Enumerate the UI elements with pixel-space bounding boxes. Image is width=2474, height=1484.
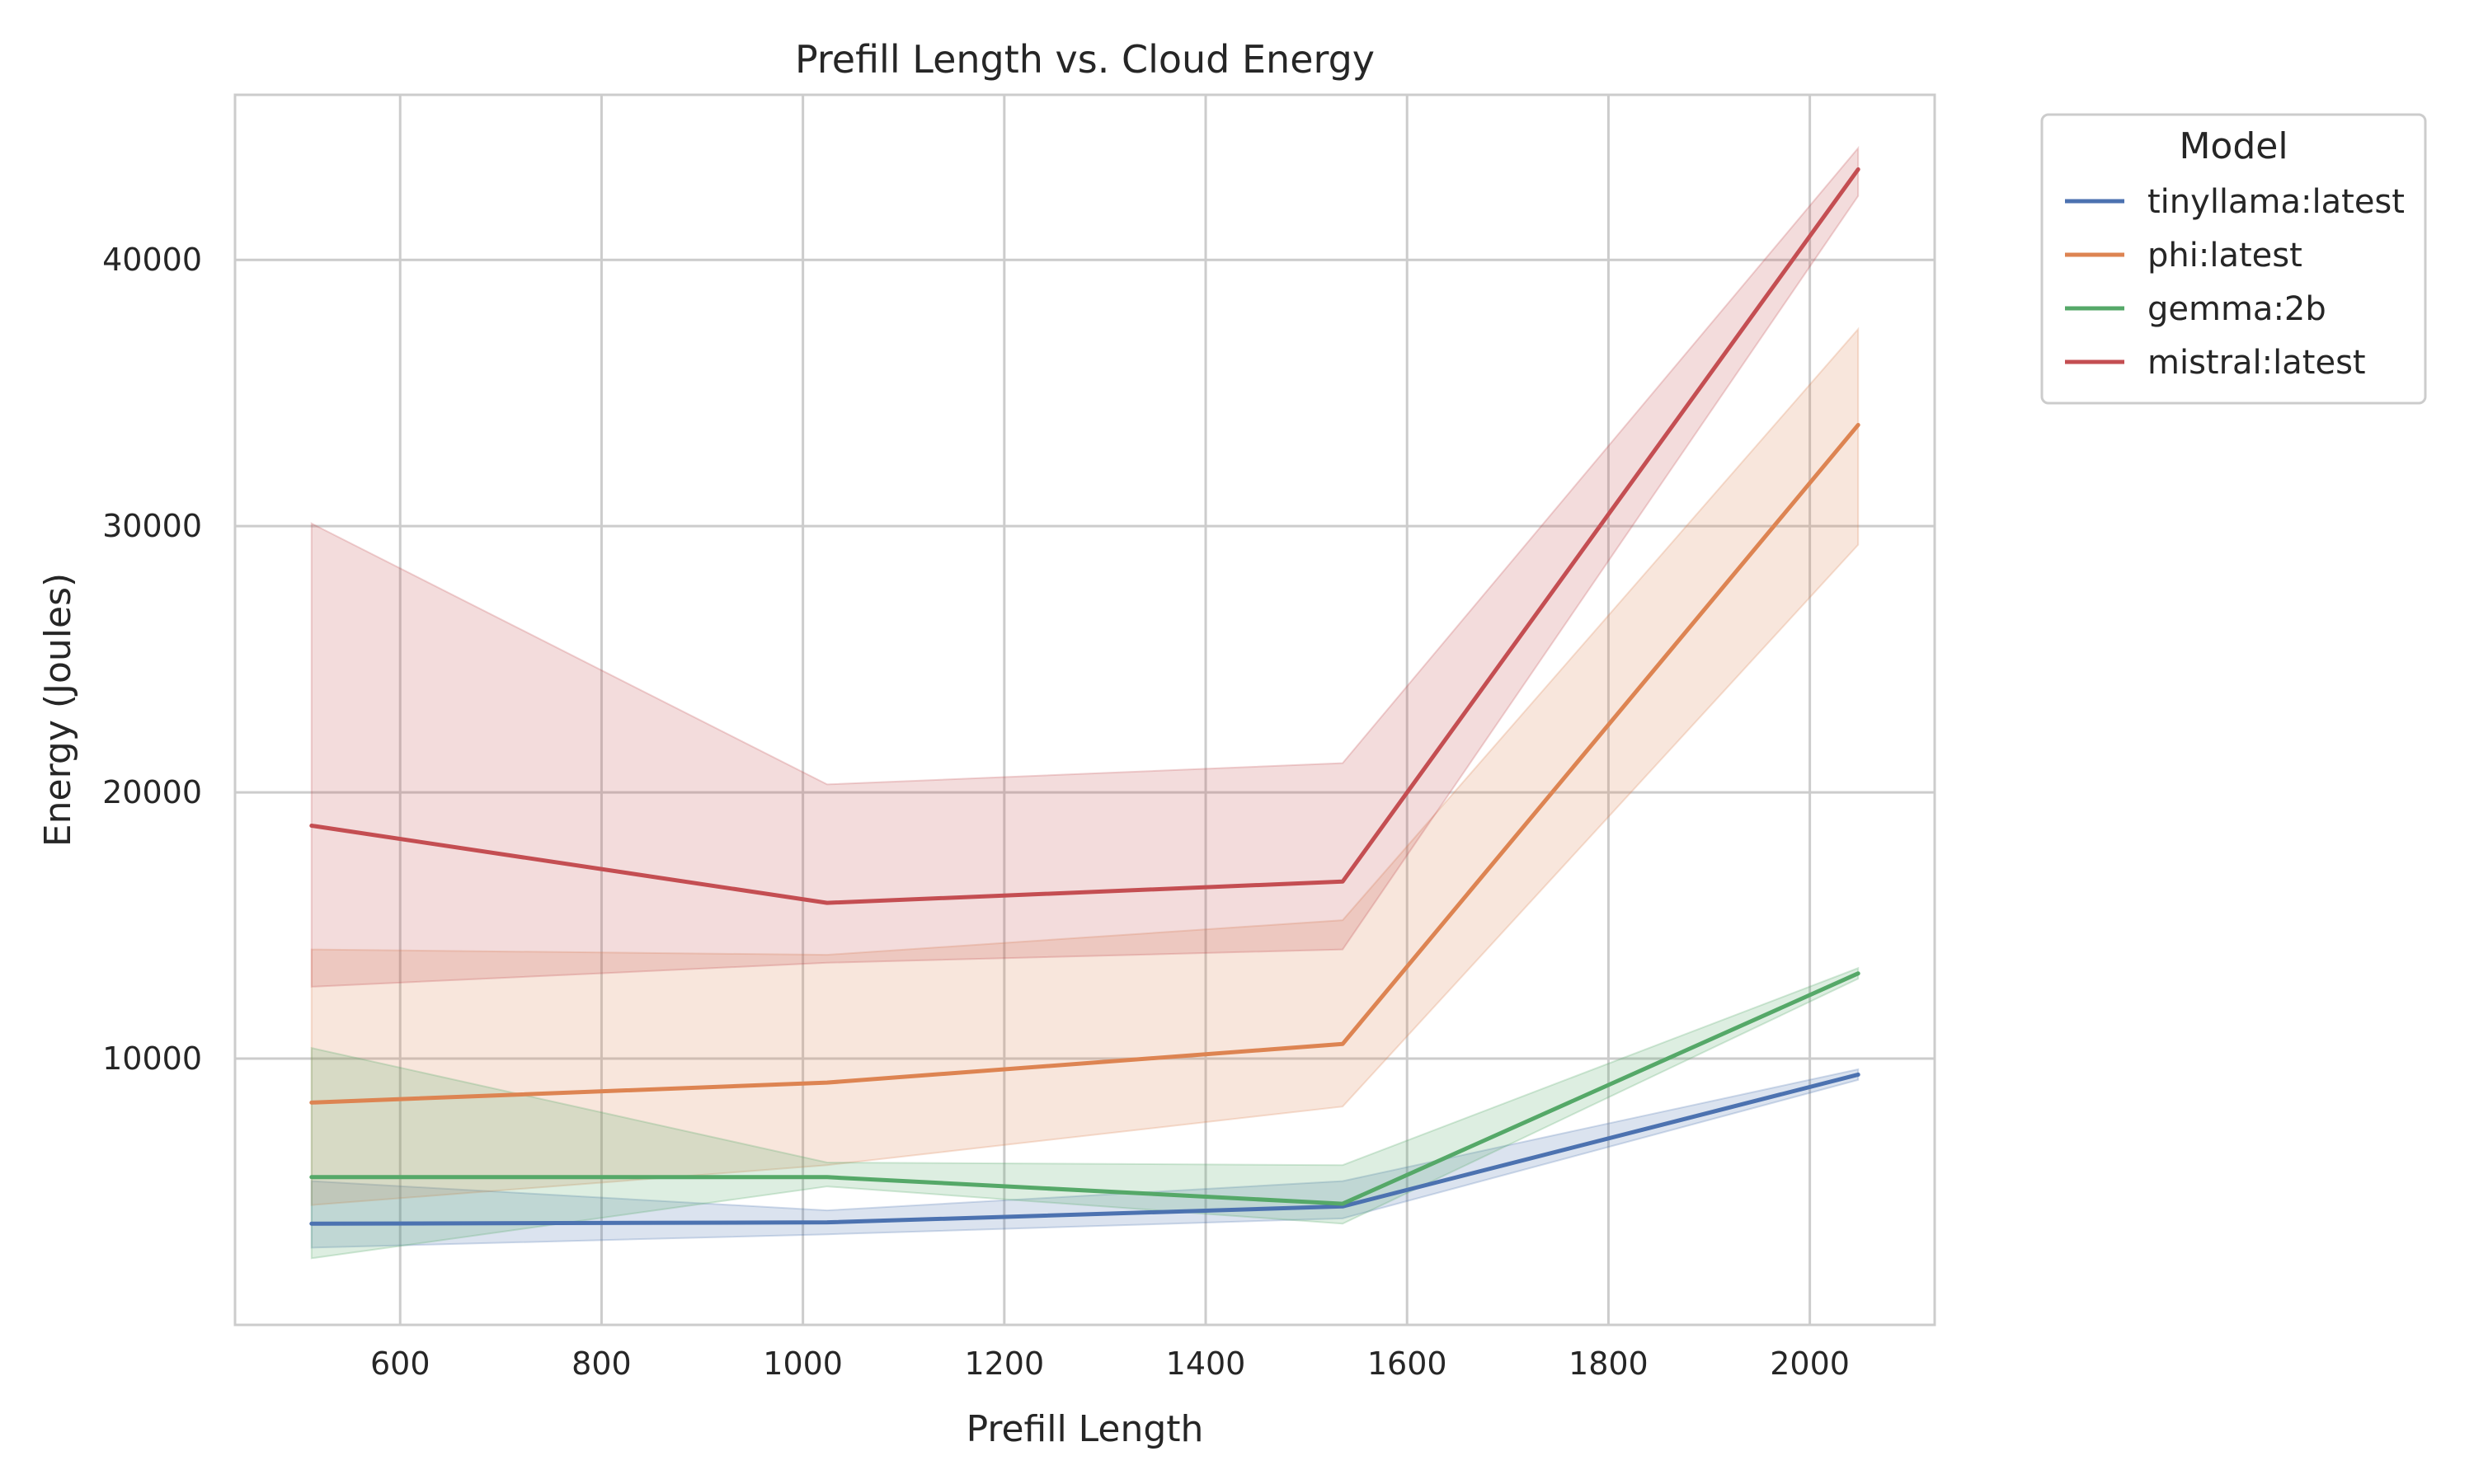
line-mistral-latest bbox=[309, 167, 1860, 905]
legend-label: phi:latest bbox=[2147, 237, 2302, 275]
band-phi-latest bbox=[310, 326, 1860, 1206]
legend: Model tinyllama:latest phi:latest gemma:2b… bbox=[2040, 113, 2427, 405]
x-tick-label: 1600 bbox=[1367, 1345, 1447, 1382]
chart-title: Prefill Length vs. Cloud Energy bbox=[795, 37, 1375, 82]
plot-frame bbox=[233, 93, 1936, 1327]
x-tick-label: 1400 bbox=[1166, 1345, 1246, 1382]
x-tick-label: 1200 bbox=[964, 1345, 1044, 1382]
y-tick-label: 40000 bbox=[102, 242, 202, 278]
x-tick-label: 600 bbox=[370, 1345, 430, 1382]
line-phi-latest bbox=[309, 422, 1860, 1105]
legend-label: mistral:latest bbox=[2147, 344, 2366, 382]
line-gemma-2b bbox=[309, 971, 1860, 1206]
band-tinyllama-latest bbox=[310, 1068, 1860, 1249]
band-gemma-2b bbox=[310, 966, 1860, 1260]
y-tick-labels: 10000 20000 30000 40000 bbox=[102, 242, 202, 1077]
x-tick-label: 1000 bbox=[763, 1345, 843, 1382]
x-tick-label: 2000 bbox=[1770, 1345, 1850, 1382]
band-mistral-latest bbox=[310, 145, 1860, 988]
legend-label: tinyllama:latest bbox=[2147, 183, 2405, 221]
legend-box bbox=[2040, 113, 2427, 405]
y-axis-label: Energy (Joules) bbox=[37, 573, 79, 847]
gridlines bbox=[235, 95, 1935, 1325]
legend-label: gemma:2b bbox=[2147, 290, 2326, 328]
x-tick-label: 800 bbox=[571, 1345, 632, 1382]
line-tinyllama-latest bbox=[309, 1072, 1860, 1226]
y-tick-label: 20000 bbox=[102, 774, 202, 810]
x-tick-labels: 600 800 1000 1200 1400 1600 1800 2000 bbox=[370, 1345, 1850, 1382]
x-tick-label: 1800 bbox=[1569, 1345, 1649, 1382]
legend-title: Model bbox=[2179, 125, 2288, 167]
series-lines bbox=[309, 167, 1860, 1226]
y-tick-label: 30000 bbox=[102, 508, 202, 544]
x-axis-label: Prefill Length bbox=[967, 1408, 1204, 1450]
y-tick-label: 10000 bbox=[102, 1040, 202, 1077]
confidence-bands bbox=[310, 145, 1860, 1260]
legend-items: tinyllama:latest phi:latest gemma:2b mistra… bbox=[2065, 183, 2405, 382]
